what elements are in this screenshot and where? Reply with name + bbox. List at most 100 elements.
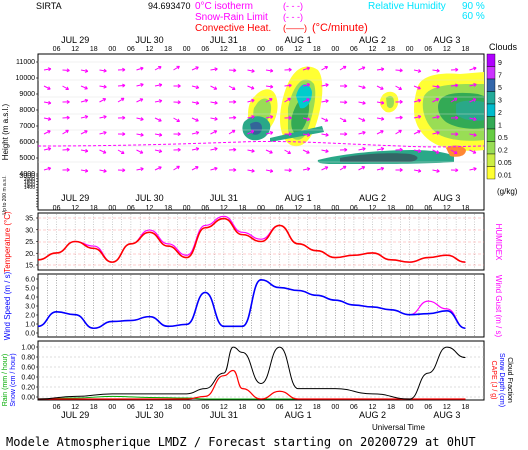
wind-arrow-head xyxy=(417,130,421,134)
height-tick-label: 2000 xyxy=(24,177,35,183)
hour-label: 12 xyxy=(220,46,228,53)
wind-arrow xyxy=(302,168,310,171)
wind-arrow-head xyxy=(306,150,310,154)
day-label: AUG 3 xyxy=(433,193,460,203)
precip-panel: 1.00 0.80 0.60 0.40 0.20 0.00 Rain (mm / hour… xyxy=(2,340,513,407)
wind-arrow-head xyxy=(140,82,144,87)
hour-label: 06 xyxy=(53,46,61,53)
legend-humidity: Relative Humidity xyxy=(368,1,446,12)
wind-arrow-head xyxy=(306,132,311,137)
hour-label: 00 xyxy=(257,404,265,411)
day-label: AUG 3 xyxy=(433,410,460,420)
wind-arrow xyxy=(62,69,70,72)
hour-label: 18 xyxy=(313,205,321,212)
wind-arrow-head xyxy=(455,132,459,137)
wind-arrow-head xyxy=(47,147,52,151)
wind-arrow-head xyxy=(342,165,347,170)
wind-arrow-head xyxy=(325,83,329,88)
wind-arrow-head xyxy=(380,86,384,90)
temperature-line xyxy=(37,217,466,263)
hour-label: 12 xyxy=(220,404,228,411)
wind-arrow-head xyxy=(233,167,237,172)
day-label: AUG 3 xyxy=(433,35,460,45)
wind-arrow xyxy=(43,147,51,151)
height-tick-label: 7000 xyxy=(19,123,35,130)
wind-arrow xyxy=(376,68,384,71)
hour-label: 12 xyxy=(146,205,154,212)
wind-arrow-head xyxy=(417,69,422,73)
wind-arrow-head xyxy=(47,67,52,72)
colorbar-cell xyxy=(486,116,496,130)
wind-arrow-head xyxy=(122,168,126,173)
colorbar-tick: 0.5 xyxy=(498,135,508,142)
wind-arrow xyxy=(136,98,144,103)
wind-arrow xyxy=(117,84,126,87)
wind-arrow-head xyxy=(195,166,199,170)
wind-arrow-head xyxy=(473,66,477,71)
top-hour-labels: 06 12 18 00 06 12 18 00 06 12 18 00 06 12 18 00 06 12 18 00… xyxy=(53,46,470,53)
legend-snow-rain-style: (- - -) xyxy=(283,12,303,22)
wind-arrow xyxy=(99,131,107,135)
wind-arrow-head xyxy=(84,115,89,119)
cloud-area-4 xyxy=(296,84,312,109)
wind-arrow xyxy=(376,130,384,135)
wind-arrow-head xyxy=(158,99,163,103)
wind-arrow-head xyxy=(380,116,385,121)
wind-arrow-head xyxy=(122,67,126,72)
hour-label: 12 xyxy=(71,46,79,53)
hour-label: 00 xyxy=(183,205,191,212)
wind-arrow xyxy=(210,147,218,151)
colorbar-tick: 0.2 xyxy=(498,148,508,155)
wind-arrow xyxy=(321,166,329,171)
wind-arrow-head xyxy=(66,167,70,172)
wind-arrow xyxy=(413,99,421,103)
wind-arrow xyxy=(413,69,421,72)
colorbar-tick: 9 xyxy=(498,60,502,67)
wind-arrow-head xyxy=(380,166,385,171)
legend-snow-rain: Snow-Rain Limit xyxy=(195,12,268,23)
wind-arrow xyxy=(432,85,440,88)
wind-arrow-head xyxy=(122,115,126,120)
wind-arrow-head xyxy=(362,147,366,151)
y-tick-label: 0.40 xyxy=(21,375,35,382)
wind-arrow xyxy=(136,133,144,136)
wind-arrow-head xyxy=(325,99,329,104)
y-tick-label: 3.0 xyxy=(25,304,35,311)
hour-label: 12 xyxy=(294,205,302,212)
hour-label: 12 xyxy=(443,205,451,212)
hour-label: 18 xyxy=(239,46,247,53)
wind-arrow xyxy=(321,133,329,136)
wind-arrow xyxy=(302,149,310,154)
wind-arrow xyxy=(265,149,273,154)
wind-arrow-head xyxy=(195,66,199,70)
wind-arrow-head xyxy=(269,115,274,119)
wind-arrow-head xyxy=(362,100,366,105)
wind-arrow xyxy=(117,149,125,154)
hour-label: 06 xyxy=(201,46,209,53)
wind-arrow-head xyxy=(380,67,385,72)
wind-arrow-head xyxy=(324,118,329,122)
wind-arrow-head xyxy=(84,69,89,73)
wind-arrow-head xyxy=(84,98,89,103)
temperature-y-label: Temperature (°C) xyxy=(3,211,12,273)
wind-arrow xyxy=(80,130,88,135)
day-label: JUL 29 xyxy=(61,410,89,420)
wind-arrow-head xyxy=(417,115,422,119)
wind-arrow xyxy=(43,68,51,71)
day-label: AUG 2 xyxy=(359,193,386,203)
wind-arrow-head xyxy=(233,115,237,120)
wind-arrow-head xyxy=(66,115,70,120)
wind-arrow-head xyxy=(288,132,292,137)
colorbar-cell xyxy=(486,166,496,180)
colorbar-tick: 1 xyxy=(498,123,502,130)
snow-depth-y-label: Snow Depth (cm) xyxy=(498,353,505,407)
wind-arrow-head xyxy=(214,116,218,121)
cloud-y-ticks: 11000 10000 9000 8000 7000 6000 5000 4000300020… xyxy=(16,59,38,208)
wind-arrow xyxy=(247,115,255,119)
wind-arrow-head xyxy=(287,97,291,102)
wind-arrow xyxy=(247,169,255,172)
wind-arrow xyxy=(265,69,273,72)
y-tick-label: 1.00 xyxy=(21,345,35,352)
hour-label: 18 xyxy=(387,205,395,212)
